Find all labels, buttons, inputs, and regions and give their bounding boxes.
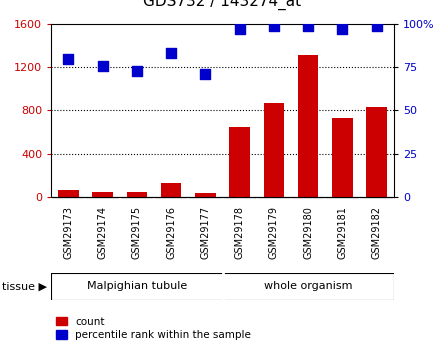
- Point: [65, 56, 72, 61]
- Text: GSM29177: GSM29177: [200, 206, 210, 259]
- Bar: [366, 107, 387, 197]
- Bar: [92, 192, 113, 197]
- Point: [236, 27, 243, 32]
- Text: whole organism: whole organism: [264, 282, 352, 291]
- Point: [373, 23, 380, 29]
- Point: [168, 51, 175, 56]
- Bar: [58, 190, 79, 197]
- Point: [271, 23, 278, 29]
- Text: GSM29175: GSM29175: [132, 206, 142, 259]
- Point: [202, 71, 209, 77]
- Text: GSM29179: GSM29179: [269, 206, 279, 259]
- Point: [134, 68, 141, 73]
- Text: GSM29173: GSM29173: [63, 206, 73, 259]
- Point: [305, 23, 312, 29]
- Bar: [161, 183, 182, 197]
- Bar: [263, 103, 284, 197]
- Legend: count, percentile rank within the sample: count, percentile rank within the sample: [57, 317, 251, 340]
- Text: GSM29180: GSM29180: [303, 206, 313, 259]
- Text: Malpighian tubule: Malpighian tubule: [87, 282, 187, 291]
- Bar: [195, 194, 216, 197]
- Text: GSM29181: GSM29181: [337, 206, 348, 259]
- Text: GDS732 / 143274_at: GDS732 / 143274_at: [143, 0, 302, 10]
- Bar: [298, 56, 319, 197]
- Text: GSM29176: GSM29176: [166, 206, 176, 259]
- Bar: [126, 192, 147, 197]
- Bar: [229, 127, 250, 197]
- Text: GSM29174: GSM29174: [97, 206, 108, 259]
- Text: GSM29182: GSM29182: [372, 206, 382, 259]
- Point: [339, 27, 346, 32]
- Text: tissue ▶: tissue ▶: [2, 282, 47, 291]
- Text: GSM29178: GSM29178: [235, 206, 245, 259]
- Point: [99, 63, 106, 68]
- Bar: [332, 118, 353, 197]
